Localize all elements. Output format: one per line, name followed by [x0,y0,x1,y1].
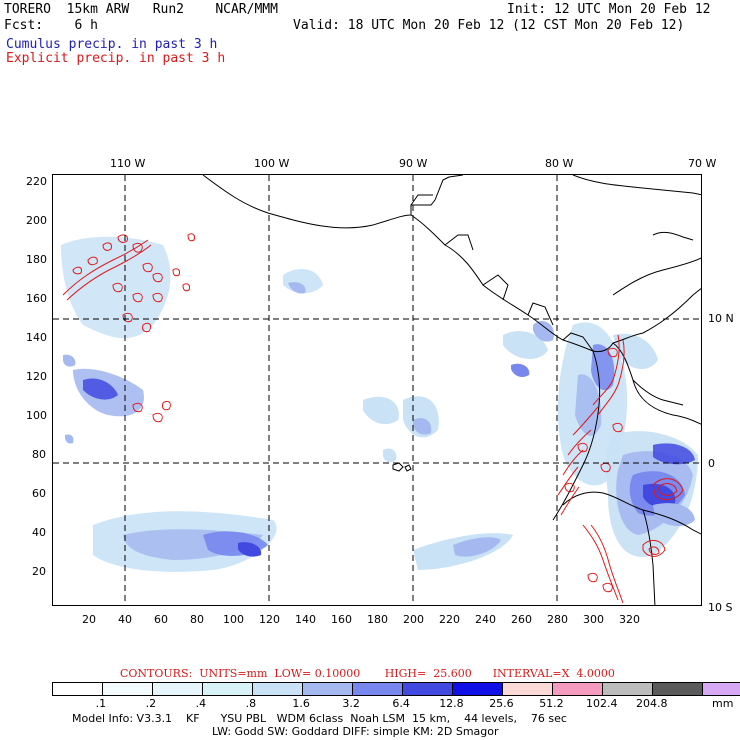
x-tick: 240 [475,613,496,626]
cumulus-precip-areas [61,236,698,572]
color-bar-threshold: .8 [245,697,257,710]
latlon-grid [53,175,701,605]
color-bar-box [303,683,353,695]
valid-time: Valid: 18 UTC Mon 20 Feb 12 (12 CST Mon … [293,18,685,33]
y-tick: 60 [32,487,46,500]
x-tick: 20 [82,613,96,626]
y-tick: 220 [26,175,47,188]
color-bar-box [403,683,453,695]
x-tick: 200 [403,613,424,626]
map-canvas [53,175,701,605]
color-bar-threshold: 51.2 [539,697,564,710]
color-bar-box [453,683,503,695]
color-bar-box [53,683,103,695]
lon-label-110w: 110 W [110,157,146,170]
x-tick: 260 [511,613,532,626]
model-physics: LW: Godd SW: Goddard DIFF: simple KM: 2D… [212,725,499,738]
explicit-precip-contours [62,233,684,604]
x-tick: 160 [331,613,352,626]
init-time: Init: 12 UTC Mon 20 Feb 12 [507,2,711,17]
precip-map [52,174,702,606]
y-tick: 40 [32,526,46,539]
color-bar-unit: mm [712,697,734,710]
x-tick: 320 [619,613,640,626]
forecast-hour: Fcst: 6 h [4,18,98,33]
x-tick: 60 [154,613,168,626]
color-bar-box [703,683,740,695]
color-bar-threshold: 102.4 [586,697,618,710]
color-bar-threshold: 6.4 [392,697,410,710]
x-tick: 300 [583,613,604,626]
color-bar-box [503,683,553,695]
x-tick: 140 [295,613,316,626]
y-tick: 200 [26,214,47,227]
lat-label-0: 0 [708,457,715,470]
lon-label-90w: 90 W [399,157,428,170]
color-bar-threshold: .4 [195,697,207,710]
color-bar [52,682,740,696]
color-bar-threshold: .1 [95,697,107,710]
x-tick: 100 [223,613,244,626]
lon-label-80w: 80 W [545,157,574,170]
color-bar-threshold: 1.6 [292,697,310,710]
color-bar-box [603,683,653,695]
color-bar-threshold: 12.8 [439,697,464,710]
explicit-field-label: Explicit precip. in past 3 h [6,51,226,66]
color-bar-box [103,683,153,695]
x-tick: 280 [547,613,568,626]
x-tick: 40 [118,613,132,626]
color-bar-box [253,683,303,695]
y-tick: 120 [26,370,47,383]
contours-info: CONTOURS: UNITS=mm LOW= 0.10000 HIGH= 25… [120,667,615,680]
cumulus-field-label: Cumulus precip. in past 3 h [6,37,218,52]
color-bar-threshold: 204.8 [636,697,668,710]
y-tick: 100 [26,409,47,422]
y-tick: 160 [26,292,47,305]
y-tick: 140 [26,331,47,344]
color-bar-box [653,683,703,695]
model-info: Model Info: V3.3.1 KF YSU PBL WDM 6class… [72,712,567,725]
x-tick: 80 [190,613,204,626]
lat-label-10n: 10 N [708,312,734,325]
x-tick: 120 [259,613,280,626]
color-bar-box [203,683,253,695]
lon-label-100w: 100 W [254,157,290,170]
color-bar-box [153,683,203,695]
color-bar-box [553,683,603,695]
y-tick: 20 [32,565,46,578]
x-tick: 180 [367,613,388,626]
y-tick: 80 [32,448,46,461]
x-tick: 220 [439,613,460,626]
color-bar-threshold: 25.6 [489,697,514,710]
coastlines [202,175,701,605]
color-bar-threshold: 3.2 [342,697,360,710]
lon-label-70w: 70 W [688,157,717,170]
model-run-title: TORERO 15km ARW Run2 NCAR/MMM [4,2,278,17]
color-bar-threshold: .2 [145,697,157,710]
y-tick: 180 [26,253,47,266]
lat-label-10s: 10 S [708,601,733,614]
color-bar-box [353,683,403,695]
